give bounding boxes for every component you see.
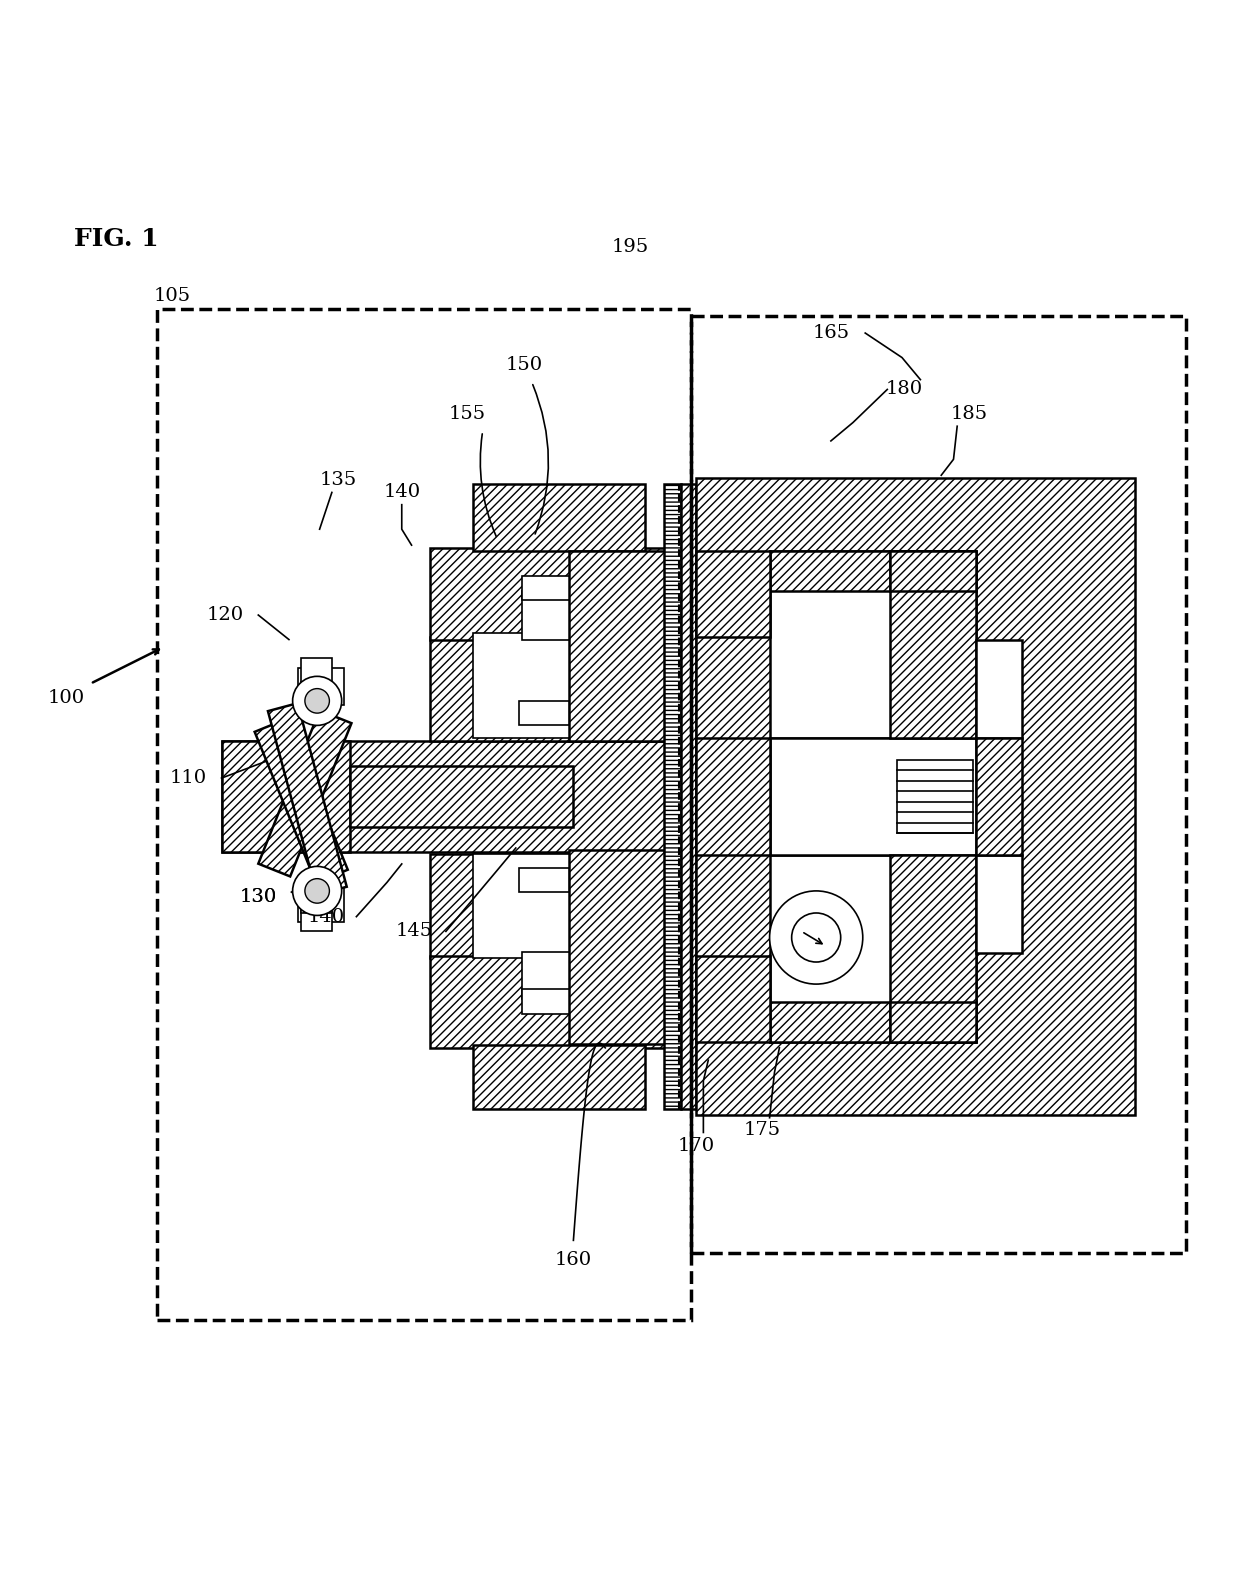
Text: 165: 165 (812, 323, 849, 342)
Bar (691, 315, 1187, 1252)
Bar (665, 484, 681, 1109)
Bar (472, 1045, 645, 1109)
Text: 175: 175 (744, 1121, 781, 1139)
Bar (770, 1002, 890, 1042)
Polygon shape (258, 710, 351, 876)
Bar (696, 551, 770, 637)
Bar (770, 738, 976, 855)
Circle shape (293, 867, 342, 916)
Text: 145: 145 (396, 922, 433, 940)
Text: 105: 105 (154, 287, 191, 306)
Bar (890, 855, 976, 1042)
Bar (430, 548, 689, 639)
Bar (568, 851, 691, 1043)
Text: 160: 160 (554, 1251, 591, 1270)
Bar (770, 855, 976, 1042)
Bar (522, 989, 579, 1013)
Bar (520, 701, 568, 725)
Circle shape (791, 913, 841, 962)
Bar (156, 309, 691, 1321)
Text: 135: 135 (320, 472, 357, 489)
Bar (350, 766, 573, 827)
Bar (301, 682, 332, 704)
Text: 130: 130 (239, 887, 277, 906)
Circle shape (305, 879, 330, 903)
Bar (522, 953, 579, 999)
Bar (890, 1002, 976, 1042)
Text: FIG. 1: FIG. 1 (74, 226, 159, 250)
Text: 170: 170 (677, 1137, 714, 1155)
Text: 150: 150 (506, 355, 543, 374)
Circle shape (770, 890, 863, 984)
Circle shape (305, 688, 330, 714)
Text: 100: 100 (47, 690, 84, 707)
Polygon shape (268, 703, 347, 895)
Bar (472, 484, 645, 551)
Bar (472, 634, 577, 738)
Text: 130: 130 (239, 887, 277, 906)
Text: 185: 185 (951, 405, 988, 424)
Text: 140: 140 (383, 483, 420, 502)
Text: 110: 110 (170, 769, 207, 787)
Bar (520, 868, 568, 892)
Bar (301, 890, 332, 913)
Bar (696, 738, 770, 855)
Bar (897, 760, 973, 833)
Bar (696, 478, 1135, 1115)
Bar (890, 551, 976, 738)
Text: 195: 195 (611, 239, 649, 256)
Bar (522, 591, 579, 639)
Text: 120: 120 (207, 605, 244, 624)
Bar (976, 855, 1022, 954)
Circle shape (293, 677, 342, 725)
Bar (301, 876, 332, 932)
Bar (681, 484, 696, 1109)
Bar (770, 551, 890, 591)
Bar (976, 738, 1022, 855)
Bar (430, 637, 689, 741)
Bar (301, 658, 332, 714)
Text: 140: 140 (308, 908, 345, 926)
Bar (430, 854, 689, 959)
Bar (568, 551, 691, 741)
Bar (430, 956, 689, 1048)
Bar (522, 575, 579, 601)
Text: 180: 180 (885, 381, 923, 398)
Text: 155: 155 (448, 405, 485, 424)
Bar (298, 667, 345, 704)
Bar (222, 741, 350, 852)
Bar (696, 956, 770, 1042)
Bar (298, 884, 345, 922)
Bar (222, 741, 684, 852)
Polygon shape (254, 718, 347, 883)
Bar (890, 551, 976, 591)
Bar (472, 854, 577, 959)
Bar (770, 551, 976, 738)
Bar (976, 639, 1022, 738)
